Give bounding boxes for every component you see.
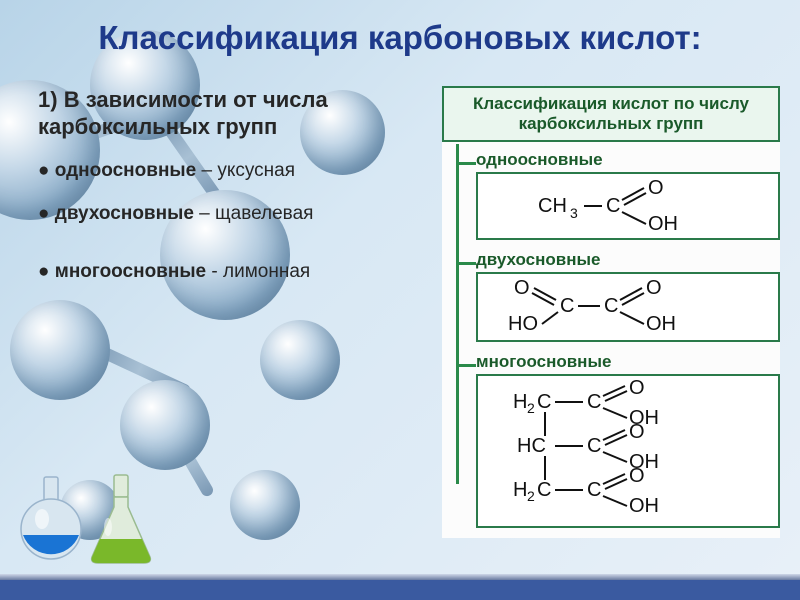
flask-icons [14,471,174,576]
svg-text:CH: CH [538,195,567,217]
formula-di-svg: O HO C C O [508,278,748,334]
bullet-1: ● одноосновные – уксусная [38,159,424,183]
svg-text:C: C [587,391,601,413]
point-text: В зависимости от числа карбоксильных гру… [38,87,328,140]
formula-poly: H2C C O OH HC [476,374,780,528]
bullet-3-term: многоосновные [55,261,206,282]
branch-di-label: двухосновные [476,250,780,270]
bullet-3: ● многоосновные - лимонная [38,260,424,284]
svg-text:H: H [513,479,527,501]
svg-text:C: C [537,391,551,413]
svg-text:O: O [629,421,645,443]
branch-poly: многоосновные H2C C O [476,352,780,528]
formula-di: O HO C C O [476,272,780,342]
bullet-2-term: двухосновные [55,203,194,224]
svg-text:C: C [604,295,618,317]
svg-text:C: C [537,479,551,501]
svg-text:O: O [514,278,530,299]
slide-title: Классификация карбоновых кислот: [20,18,780,58]
bullet-2: ● двухосновные – щавелевая [38,202,424,226]
svg-text:H: H [513,391,527,413]
formula-mono-svg: CH3 C O OH [528,178,728,232]
svg-text:3: 3 [570,205,578,221]
svg-text:C: C [560,295,574,317]
svg-text:O: O [629,465,645,487]
branch-mono-label: одноосновные [476,150,780,170]
formula-poly-svg: H2C C O OH HC [503,380,753,520]
svg-text:C: C [587,479,601,501]
svg-text:O: O [646,278,662,299]
flasks-svg [14,471,174,571]
svg-text:2: 2 [527,400,535,416]
tree-header: Классификация кислот по числу карбоксиль… [442,86,780,143]
point-number: 1) [38,87,58,112]
bullet-1-desc: – уксусная [196,160,295,181]
tree: одноосновные CH3 C O OH [442,150,780,528]
bottom-bar [0,580,800,600]
branch-poly-label: многоосновные [476,352,780,372]
slide-content: Классификация карбоновых кислот: 1) В за… [0,0,800,538]
bullet-2-desc: – щавелевая [194,203,314,224]
svg-text:O: O [629,380,645,399]
svg-text:OH: OH [629,495,659,517]
svg-text:2: 2 [527,488,535,504]
svg-text:OH: OH [646,313,676,334]
svg-text:O: O [648,178,664,199]
branch-mono: одноосновные CH3 C O OH [476,150,780,240]
right-column: Классификация кислот по числу карбоксиль… [442,86,780,539]
branch-di: двухосновные O HO C C [476,250,780,342]
svg-text:HC: HC [517,435,546,457]
svg-text:C: C [587,435,601,457]
svg-text:HO: HO [508,313,538,334]
svg-text:C: C [606,195,620,217]
svg-text:OH: OH [648,213,678,232]
bullet-1-term: одноосновные [55,160,196,181]
formula-mono: CH3 C O OH [476,172,780,240]
point-1: 1) В зависимости от числа карбоксильных … [38,86,424,141]
bullet-3-desc: - лимонная [206,261,310,282]
